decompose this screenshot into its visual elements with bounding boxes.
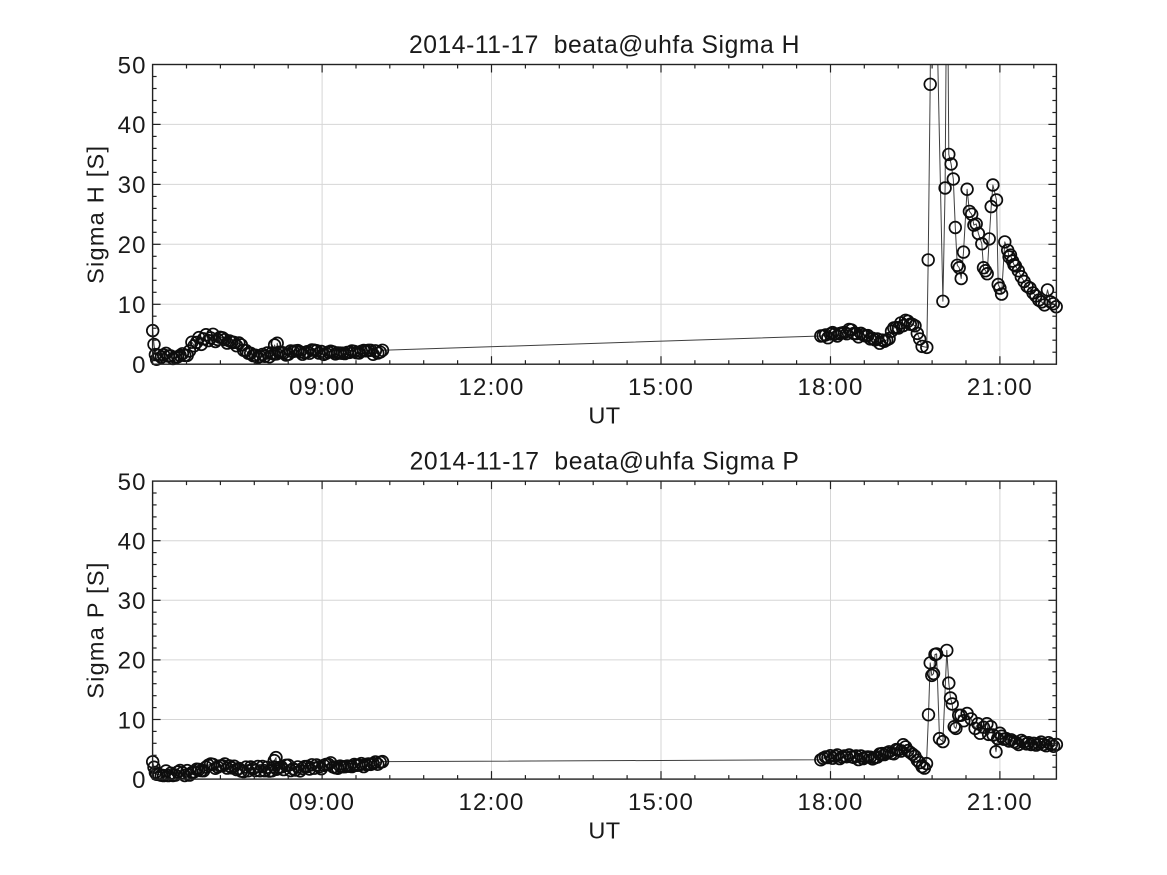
svg-text:18:00: 18:00 bbox=[797, 789, 863, 816]
svg-text:30: 30 bbox=[118, 588, 147, 615]
svg-text:12:00: 12:00 bbox=[458, 789, 524, 816]
svg-text:12:00: 12:00 bbox=[458, 374, 524, 401]
svg-text:50: 50 bbox=[118, 52, 147, 79]
svg-text:UT: UT bbox=[588, 402, 620, 428]
svg-text:0: 0 bbox=[132, 352, 147, 379]
svg-text:0: 0 bbox=[132, 767, 147, 794]
svg-text:09:00: 09:00 bbox=[289, 374, 355, 401]
svg-text:Sigma P [S]: Sigma P [S] bbox=[83, 561, 109, 698]
svg-text:21:00: 21:00 bbox=[967, 374, 1033, 401]
svg-text:50: 50 bbox=[118, 469, 147, 496]
svg-text:2014-11-17 beata@uhfa Sigma H: 2014-11-17 beata@uhfa Sigma H bbox=[409, 32, 800, 59]
svg-text:40: 40 bbox=[118, 112, 147, 139]
svg-text:20: 20 bbox=[118, 648, 147, 675]
svg-text:2014-11-17 beata@uhfa Sigma P: 2014-11-17 beata@uhfa Sigma P bbox=[410, 449, 800, 476]
svg-text:21:00: 21:00 bbox=[967, 789, 1033, 816]
svg-text:15:00: 15:00 bbox=[628, 789, 694, 816]
svg-text:10: 10 bbox=[118, 292, 147, 319]
svg-text:18:00: 18:00 bbox=[797, 374, 863, 401]
svg-text:30: 30 bbox=[118, 172, 147, 199]
svg-text:15:00: 15:00 bbox=[628, 374, 694, 401]
svg-text:09:00: 09:00 bbox=[289, 789, 355, 816]
svg-text:20: 20 bbox=[118, 232, 147, 259]
svg-text:10: 10 bbox=[118, 707, 147, 734]
svg-text:UT: UT bbox=[588, 817, 620, 843]
svg-text:40: 40 bbox=[118, 529, 147, 556]
svg-text:Sigma H [S]: Sigma H [S] bbox=[83, 145, 109, 284]
